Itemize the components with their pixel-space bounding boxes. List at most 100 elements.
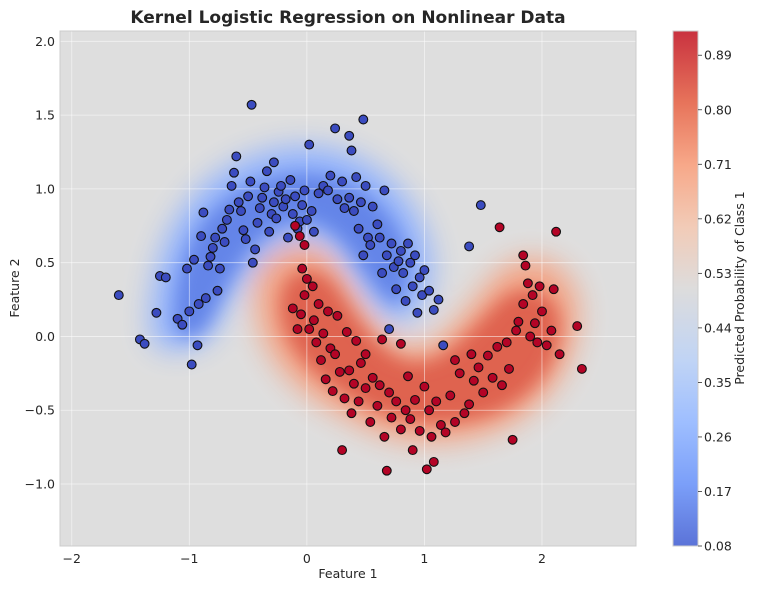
data-point-class-0 (405, 257, 416, 268)
data-point-class-0 (182, 263, 192, 274)
data-point-class-0 (304, 139, 315, 150)
colorbar-ticks: 0.08 0.17 0.26 0.35 0.44 0.53 0.62 0.71 0.80 0.89 (698, 48, 732, 554)
data-point-class-0 (393, 256, 404, 267)
y-tick-label: 1.5 (35, 108, 55, 123)
data-point-class-1 (311, 337, 322, 348)
data-point-class-0 (257, 192, 268, 203)
data-point-class-1 (353, 396, 364, 407)
data-point-class-0 (231, 151, 242, 162)
data-point-class-0 (377, 268, 388, 278)
data-point-class-1 (308, 315, 319, 326)
data-point-class-1 (407, 445, 418, 456)
data-point-class-1 (551, 226, 562, 237)
data-point-class-0 (271, 213, 282, 224)
data-point-class-1 (428, 456, 439, 467)
y-tick-label: −0.5 (25, 403, 55, 418)
data-point-class-0 (398, 268, 409, 278)
data-point-class-1 (527, 290, 538, 301)
y-axis: −1.0 −0.5 0.0 0.5 1.0 1.5 2.0 (25, 34, 55, 492)
data-point-class-0 (229, 167, 239, 178)
data-point-class-1 (334, 366, 345, 377)
data-point-class-0 (205, 251, 216, 262)
data-point-class-0 (344, 192, 355, 203)
x-tick-label: 1 (420, 551, 428, 566)
data-point-class-0 (236, 206, 246, 216)
data-point-class-1 (367, 372, 378, 383)
x-tick-label: 2 (538, 551, 546, 566)
data-point-class-0 (308, 226, 319, 237)
colorbar-tick-label: 0.62 (704, 211, 732, 226)
data-point-class-0 (417, 290, 428, 301)
data-point-class-0 (151, 307, 162, 318)
data-point-class-0 (247, 257, 258, 268)
data-point-class-0 (252, 217, 263, 228)
data-point-class-0 (246, 99, 257, 110)
colorbar-tick-label: 0.44 (704, 320, 732, 335)
data-point-class-1 (384, 387, 395, 398)
data-point-class-1 (348, 378, 359, 389)
colorbar-label: Predicted Probability of Class 1 (732, 191, 747, 385)
data-point-class-0 (419, 265, 430, 276)
data-point-class-0 (348, 206, 359, 216)
data-point-class-0 (403, 238, 413, 249)
data-point-class-0 (254, 203, 265, 214)
colorbar (673, 31, 698, 546)
data-point-class-1 (518, 250, 529, 261)
data-point-class-0 (438, 340, 449, 351)
data-point-class-0 (337, 176, 348, 187)
data-point-class-0 (287, 209, 298, 219)
data-point-class-0 (177, 319, 188, 330)
data-point-class-0 (339, 203, 350, 214)
data-point-class-0 (200, 293, 211, 304)
data-point-class-0 (184, 306, 195, 317)
data-point-class-0 (207, 242, 218, 253)
data-point-class-1 (572, 321, 583, 332)
data-point-class-1 (504, 363, 514, 374)
data-point-class-1 (299, 290, 310, 301)
data-point-class-1 (497, 380, 507, 391)
data-point-class-1 (431, 396, 442, 407)
data-point-class-0 (391, 284, 402, 295)
data-point-class-1 (296, 309, 306, 320)
y-tick-label: 0.5 (35, 255, 55, 270)
data-point-class-1 (511, 325, 522, 336)
data-point-class-0 (238, 225, 249, 236)
data-point-class-1 (304, 324, 315, 335)
data-point-class-0 (233, 197, 244, 208)
data-point-class-0 (240, 234, 251, 245)
data-point-class-1 (554, 349, 565, 360)
data-point-class-1 (287, 303, 298, 314)
data-point-class-0 (245, 176, 256, 187)
chart-title: Kernel Logistic Regression on Nonlinear … (130, 8, 565, 28)
data-point-class-0 (243, 191, 254, 202)
data-point-class-1 (435, 420, 446, 430)
data-point-class-0 (410, 250, 420, 261)
data-point-class-0 (367, 201, 378, 212)
data-point-class-0 (323, 185, 333, 196)
data-point-class-0 (365, 240, 376, 250)
data-point-class-1 (478, 387, 489, 398)
colorbar-tick-label: 0.89 (704, 48, 732, 63)
data-point-class-1 (337, 445, 348, 456)
y-axis-label: Feature 2 (7, 258, 22, 317)
colorbar-tick-label: 0.71 (704, 157, 732, 172)
data-point-class-1 (466, 349, 477, 360)
data-point-class-0 (139, 338, 150, 349)
data-point-class-0 (353, 223, 364, 234)
data-point-class-1 (294, 231, 305, 242)
data-point-class-0 (332, 194, 343, 205)
y-tick-label: 2.0 (35, 34, 55, 49)
data-point-class-0 (196, 231, 207, 242)
data-point-class-1 (414, 425, 425, 436)
data-point-class-0 (299, 185, 310, 196)
data-point-class-0 (280, 194, 291, 205)
data-point-class-1 (355, 358, 366, 368)
data-point-class-0 (414, 272, 425, 283)
data-point-class-1 (450, 355, 460, 366)
data-point-class-0 (261, 166, 272, 177)
data-point-class-0 (214, 263, 225, 274)
data-point-class-1 (316, 355, 326, 366)
data-point-class-1 (405, 414, 416, 425)
data-point-class-1 (332, 310, 343, 321)
